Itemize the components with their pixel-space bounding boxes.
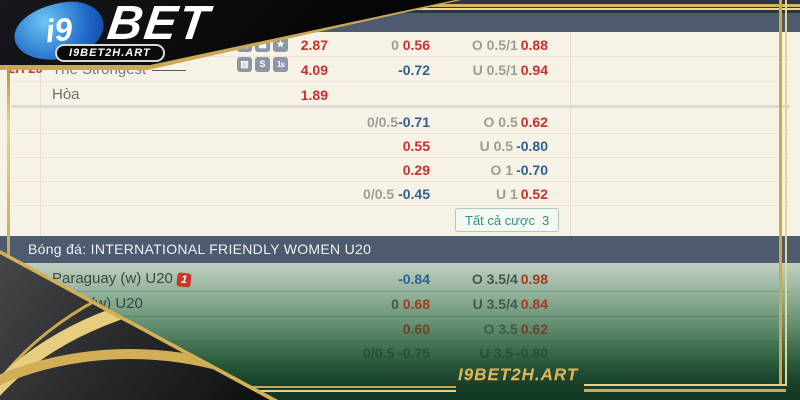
odds-row: Hòa 1.89 xyxy=(0,84,800,106)
handicap-line: 0 xyxy=(391,296,399,312)
row-divider xyxy=(12,291,790,292)
row-divider xyxy=(12,133,790,134)
stats-icon[interactable]: 1s xyxy=(273,57,288,72)
ou-line: O 0.5 xyxy=(483,114,518,130)
icon-group: ▥ S 1s xyxy=(237,57,288,72)
ou-price: 0.52 xyxy=(520,186,548,202)
overunder-cell[interactable]: U 1 0.52 xyxy=(472,183,548,205)
row-divider xyxy=(12,341,790,342)
block-divider xyxy=(12,105,790,108)
handicap-cell[interactable]: 0 0.56 xyxy=(336,34,430,56)
s-icon[interactable]: S xyxy=(255,57,270,72)
odds-1x2-price[interactable]: 4.09 xyxy=(300,62,328,78)
all-bets-count: 3 xyxy=(541,212,550,228)
handicap-cell[interactable]: -0.84 xyxy=(336,268,430,290)
handicap-price: -0.72 xyxy=(398,62,430,78)
gold-footer-line-left xyxy=(150,386,456,394)
row-divider xyxy=(12,316,790,317)
odds-1x2-price[interactable]: 2.87 xyxy=(300,37,328,53)
odds-row: 0.60 O 3.5 0.62 xyxy=(0,318,800,340)
ou-line: U 0.5/1 xyxy=(472,62,518,78)
handicap-price: 0.55 xyxy=(402,138,430,154)
column-divider xyxy=(570,32,571,236)
column-divider xyxy=(40,32,41,236)
gold-frame-line-left xyxy=(7,66,10,256)
count-badge: 1 xyxy=(176,272,192,288)
odds-row: 0/0.5 -0.45 U 1 0.52 xyxy=(0,183,800,205)
handicap-line: 0/0.5 xyxy=(363,186,395,202)
overunder-cell[interactable]: U 0.5 -0.80 xyxy=(472,135,548,157)
ou-price: -0.80 xyxy=(516,345,548,361)
ou-price: -0.80 xyxy=(516,138,548,154)
handicap-cell[interactable]: 0 0.68 xyxy=(336,293,430,315)
odds-row: 0/0.5-0.71 O 0.5 0.62 xyxy=(0,111,800,133)
all-bets-label: Tất cả cược xyxy=(465,212,535,228)
ou-price: -0.70 xyxy=(516,162,548,178)
ou-line: O 1 xyxy=(490,162,514,178)
handicap-price: 0.68 xyxy=(402,296,430,312)
odds-row: 0.55 U 0.5 -0.80 xyxy=(0,135,800,157)
row-divider xyxy=(12,157,790,158)
handicap-price: -0.45 xyxy=(398,186,430,202)
logo-domain-pill: I9BET2H.ART xyxy=(55,44,165,62)
row-divider xyxy=(12,205,790,206)
handicap-price: 0.29 xyxy=(402,162,430,178)
overunder-cell[interactable]: O 3.5 0.62 xyxy=(472,318,549,340)
row-divider xyxy=(12,81,790,82)
handicap-cell[interactable]: -0.72 xyxy=(336,59,430,81)
ou-price: 0.62 xyxy=(520,321,548,337)
footer-brand: I9BET2H.ART xyxy=(458,365,579,384)
handicap-price: -0.71 xyxy=(398,114,430,130)
ou-price: 0.94 xyxy=(520,62,548,78)
handicap-cell[interactable]: 0/0.5 -0.45 xyxy=(336,183,430,205)
handicap-cell[interactable]: 0.29 xyxy=(336,159,430,181)
ou-line: O 3.5/4 xyxy=(471,271,518,287)
chart-icon[interactable]: ▥ xyxy=(237,57,252,72)
handicap-cell[interactable]: 0.60 xyxy=(336,318,430,340)
handicap-line: 0/0.5 xyxy=(366,114,399,130)
overunder-cell[interactable]: O 1 -0.70 xyxy=(472,159,549,181)
gold-footer-line-right xyxy=(584,384,786,393)
handicap-cell[interactable]: 0.55 xyxy=(336,135,430,157)
row-divider xyxy=(12,181,790,182)
handicap-cell[interactable]: 0/0.5 -0.75 xyxy=(336,342,430,364)
ou-price: 0.62 xyxy=(520,114,548,130)
handicap-line: 0/0.5 xyxy=(363,345,395,361)
team-name-home: Paraguay (w) U20 1 xyxy=(52,268,192,290)
ou-price: 0.98 xyxy=(520,271,548,287)
handicap-price: -0.84 xyxy=(398,271,430,287)
ou-line: U 3.5 xyxy=(479,345,514,361)
row-divider xyxy=(12,56,790,57)
ou-line: U 3.5/4 xyxy=(472,296,518,312)
gold-ribbon-decoration xyxy=(0,349,270,400)
odds-row: Chile (w) U20 S 1s 0 0.68 U 3.5/40.84 xyxy=(0,293,800,315)
ou-line: O 3.5 xyxy=(483,321,518,337)
handicap-cell[interactable]: 0/0.5-0.71 xyxy=(336,111,430,133)
overunder-cell[interactable]: O 0.5 0.62 xyxy=(472,111,549,133)
odds-row: 0.29 O 1 -0.70 xyxy=(0,159,800,181)
handicap-line: 0 xyxy=(391,37,399,53)
overunder-cell[interactable]: U 0.5/1 0.94 xyxy=(472,59,548,81)
ou-line: O 0.5/1 xyxy=(471,37,518,53)
overunder-cell[interactable]: U 3.5 -0.80 xyxy=(472,342,548,364)
handicap-price: -0.75 xyxy=(398,345,430,361)
ou-line: U 0.5 xyxy=(479,138,514,154)
gold-frame-line-right xyxy=(778,0,790,386)
all-bets-button[interactable]: Tất cả cược 3 xyxy=(455,208,560,232)
handicap-price: 0.56 xyxy=(402,37,430,53)
score-dash xyxy=(152,70,186,71)
ou-price: 0.84 xyxy=(520,296,548,312)
odds-row: 0/0.5 -0.75 U 3.5 -0.80 xyxy=(0,342,800,364)
league-header: Bóng đá: INTERNATIONAL FRIENDLY WOMEN U2… xyxy=(0,236,800,263)
handicap-price: 0.60 xyxy=(402,321,430,337)
overunder-cell[interactable]: U 3.5/4 0.84 xyxy=(472,293,548,315)
ou-price: 0.88 xyxy=(520,37,548,53)
overunder-cell[interactable]: O 0.5/1 0.88 xyxy=(472,34,548,56)
overunder-cell[interactable]: O 3.5/4 0.98 xyxy=(472,268,548,290)
team-name-draw: Hòa xyxy=(52,86,80,103)
ou-line: U 1 xyxy=(495,186,518,202)
odds-1x2-price[interactable]: 1.89 xyxy=(300,87,328,103)
